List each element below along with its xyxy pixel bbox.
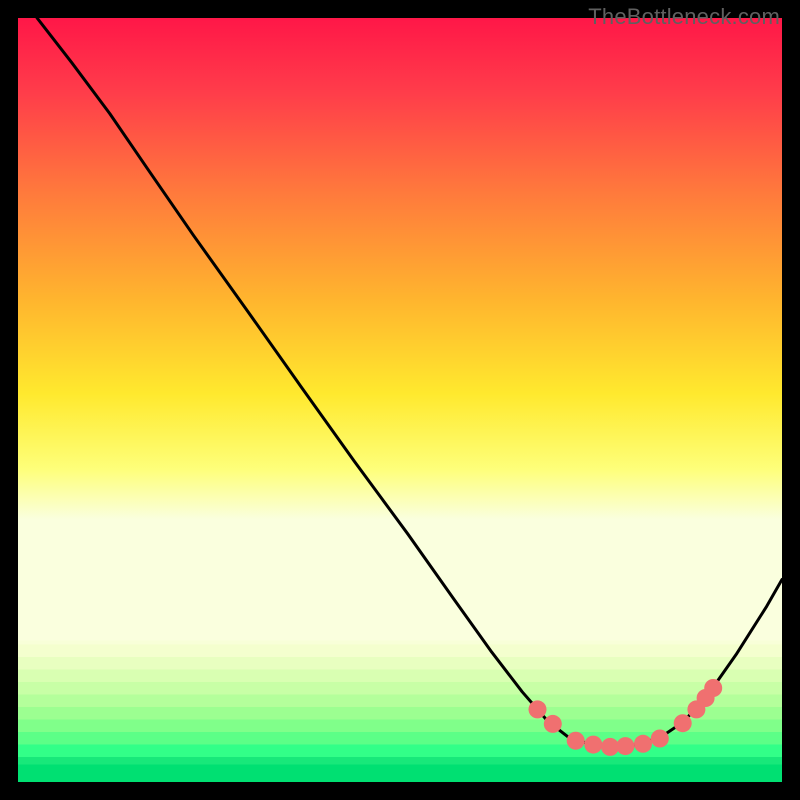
data-marker bbox=[567, 732, 585, 750]
data-marker bbox=[584, 736, 602, 754]
chart-frame: TheBottleneck.com bbox=[0, 0, 800, 800]
chart-svg bbox=[18, 18, 782, 782]
data-marker bbox=[601, 738, 619, 756]
data-marker bbox=[634, 735, 652, 753]
data-marker bbox=[544, 715, 562, 733]
data-marker bbox=[616, 737, 634, 755]
data-marker bbox=[529, 700, 547, 718]
data-marker bbox=[651, 730, 669, 748]
plot-area bbox=[18, 18, 782, 782]
data-marker bbox=[704, 679, 722, 697]
data-marker bbox=[674, 714, 692, 732]
watermark-text: TheBottleneck.com bbox=[588, 4, 780, 30]
